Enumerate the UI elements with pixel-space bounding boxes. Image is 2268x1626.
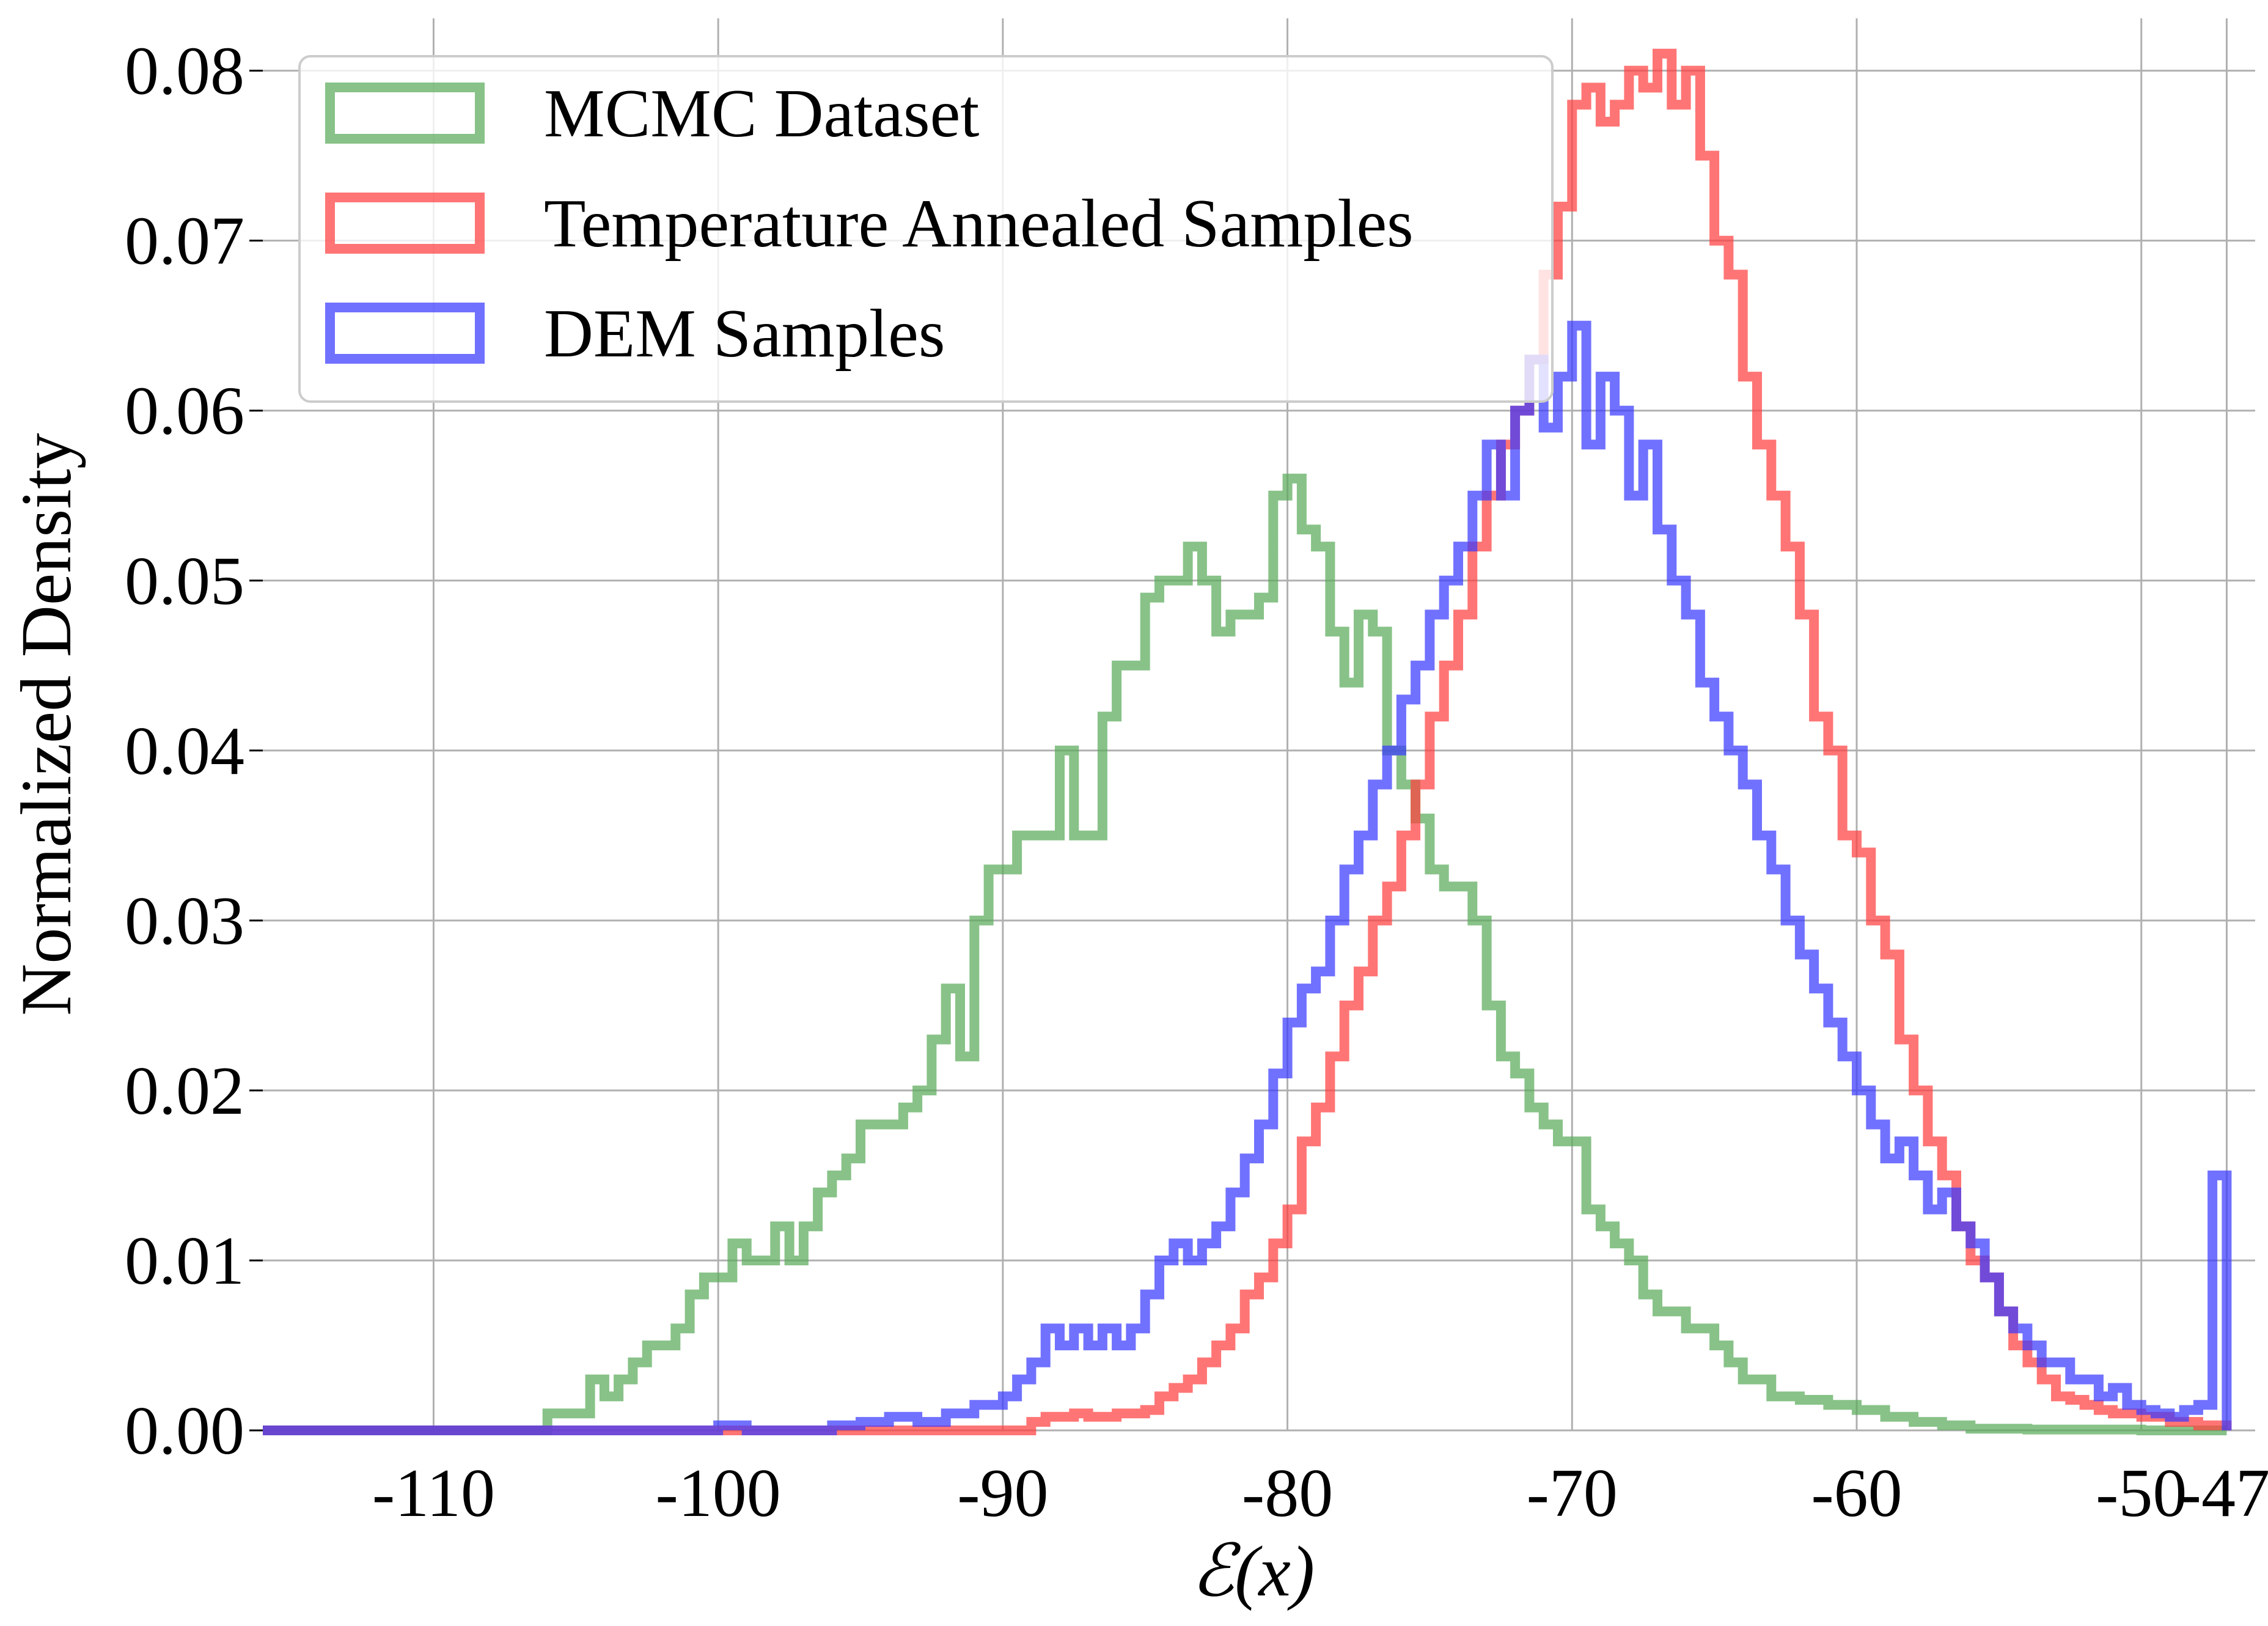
y-tick-label: 0.07 — [125, 204, 244, 279]
x-tick-label: -110 — [372, 1455, 495, 1531]
y-tick-label: 0.00 — [125, 1393, 244, 1469]
x-tick-label: -70 — [1527, 1455, 1618, 1531]
y-tick-label: 0.08 — [125, 34, 244, 109]
x-axis-label: ℰ(x) — [1191, 1531, 1315, 1611]
y-tick-label: 0.06 — [125, 373, 244, 449]
y-axis-label: Normalized Density — [6, 433, 86, 1016]
legend-swatch — [325, 83, 485, 144]
y-tick-label: 0.04 — [125, 713, 244, 789]
x-tick-label: -80 — [1242, 1455, 1333, 1531]
y-tick-label: 0.01 — [125, 1223, 244, 1299]
x-tick-label: -47 ≤ — [2179, 1455, 2268, 1531]
x-tick-label: -90 — [957, 1455, 1048, 1531]
legend-label: DEM Samples — [544, 296, 945, 372]
legend: MCMC Dataset Temperature Annealed Samples… — [298, 55, 1554, 403]
series-line-1 — [263, 473, 2227, 1435]
y-tick-label: 0.02 — [125, 1053, 244, 1129]
legend-label: MCMC Dataset — [544, 76, 979, 152]
x-tick-label: -100 — [655, 1455, 780, 1531]
legend-swatch — [325, 303, 485, 364]
y-tick-label: 0.05 — [125, 543, 244, 619]
x-tick-label: -50 — [2096, 1455, 2187, 1531]
series-line-3 — [263, 320, 2232, 1435]
legend-label: Temperature Annealed Samples — [544, 186, 1414, 262]
y-axis: 0.00 0.01 0.02 0.03 0.04 0.05 0.06 0.07 0.08 — [125, 34, 263, 1469]
x-tick-label: -60 — [1811, 1455, 1902, 1531]
y-tick-label: 0.03 — [125, 883, 244, 959]
legend-frame — [298, 55, 1554, 403]
legend-swatch — [325, 193, 485, 254]
x-axis: -110 -100 -90 -80 -70 -60 -50-47 ≤ — [372, 1455, 2268, 1531]
